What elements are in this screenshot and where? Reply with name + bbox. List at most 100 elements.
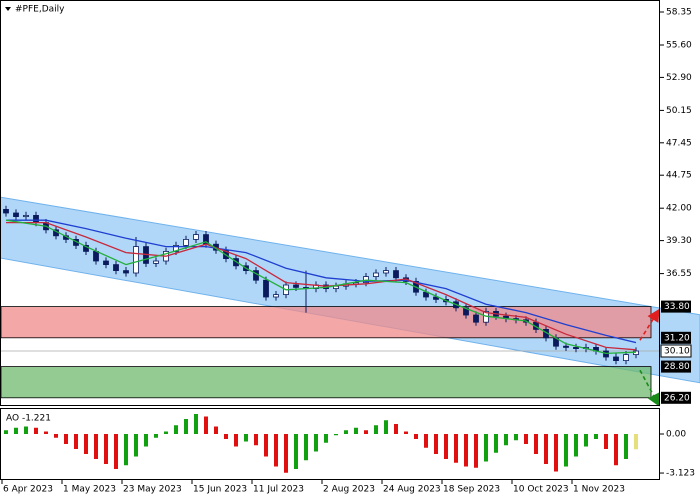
indicator-title: AO -1.221: [6, 414, 51, 424]
ao-bar: [304, 434, 308, 461]
ao-bar: [274, 434, 278, 467]
ao-bar: [194, 414, 198, 434]
zone: [1, 366, 652, 399]
ao-bar: [384, 420, 388, 434]
candle-body: [373, 272, 379, 277]
candle-body: [263, 279, 269, 298]
candle-body: [193, 234, 199, 240]
ao-bar: [444, 434, 448, 459]
ao-bar: [574, 434, 578, 457]
ao-bar: [634, 434, 638, 450]
candle-body: [113, 264, 119, 272]
level-label: 28.80: [664, 362, 690, 372]
ao-bar: [94, 434, 98, 459]
last-price-label: 30.10: [664, 347, 690, 357]
ao-y-tick-label: -3.123: [666, 469, 695, 479]
candle-body: [33, 214, 39, 223]
ao-bar: [494, 434, 498, 453]
ao-bar: [564, 434, 568, 467]
x-tick-label: 6 Apr 2023: [3, 485, 53, 495]
ao-bar: [104, 434, 108, 464]
candle-body: [293, 284, 299, 288]
ao-bar: [524, 434, 528, 444]
candle-body: [133, 246, 139, 274]
ao-bar: [74, 434, 78, 449]
ao-pane-border: [0, 408, 660, 480]
x-tick-label: 10 Oct 2023: [513, 485, 569, 495]
y-tick-label: 55.60: [666, 41, 692, 51]
ao-bar: [174, 425, 178, 434]
ao-bar: [324, 434, 328, 443]
x-tick-label: 24 Aug 2023: [383, 485, 441, 495]
y-tick-label: 39.30: [666, 236, 692, 246]
x-tick-label: 1 May 2023: [63, 485, 116, 495]
candle-body: [563, 345, 569, 348]
level-label: 33.80: [664, 302, 690, 312]
ao-bar: [454, 434, 458, 463]
ao-bar: [264, 434, 268, 457]
ao-bar: [284, 434, 288, 473]
level-label-box: [661, 331, 691, 344]
ao-bar: [314, 434, 318, 452]
ao-bar: [184, 419, 188, 434]
ao-bar: [84, 434, 88, 454]
y-tick-label: 58.35: [666, 8, 692, 18]
candle-body: [13, 212, 19, 217]
ao-bar: [514, 434, 518, 441]
level-label: 31.20: [664, 333, 690, 343]
ao-bar: [554, 434, 558, 472]
ao-bar: [144, 434, 148, 447]
x-tick-label: 11 Jul 2023: [253, 485, 304, 495]
candle-body: [273, 294, 279, 298]
y-tick-label: 47.45: [666, 138, 692, 148]
forecast-arrow: [639, 369, 660, 407]
candle-body: [183, 238, 189, 246]
ao-bar: [164, 431, 168, 434]
y-tick-label: 42.00: [666, 204, 692, 214]
ao-bar: [484, 434, 488, 462]
ao-bar: [424, 434, 428, 448]
level-label-box: [661, 391, 691, 404]
level-label-box: [661, 360, 691, 373]
candle-body: [383, 270, 389, 274]
ao-bar: [114, 434, 118, 469]
y-tick-label: 44.75: [666, 171, 692, 181]
candle-body: [3, 208, 9, 214]
chart-title: #PFE,Daily: [15, 5, 65, 15]
ao-bar: [234, 434, 238, 447]
ao-bar: [404, 431, 408, 434]
moving-average-line: [6, 221, 637, 351]
candle-body: [23, 214, 29, 217]
ao-bar: [124, 434, 128, 466]
ao-bar: [44, 431, 48, 434]
ao-bar: [54, 434, 58, 438]
y-tick-label: 50.15: [666, 106, 692, 116]
ao-bar: [344, 430, 348, 434]
ao-bar: [434, 434, 438, 454]
ao-bar: [214, 426, 218, 434]
ao-bar: [34, 427, 38, 434]
ao-bar: [464, 434, 468, 467]
x-tick-label: 2 Aug 2023: [323, 485, 375, 495]
ao-bar: [544, 434, 548, 464]
ao-bar: [614, 434, 618, 466]
ao-bar: [584, 434, 588, 447]
candle-body: [153, 260, 159, 264]
ao-bar: [604, 434, 608, 449]
moving-average-line: [5, 219, 637, 355]
menu-triangle: [5, 7, 11, 11]
x-tick-label: 1 Nov 2023: [573, 485, 625, 495]
y-tick-label: 52.90: [666, 73, 692, 83]
ao-bar: [534, 434, 538, 454]
moving-average-line: [6, 219, 637, 344]
candle-body: [433, 296, 439, 300]
ao-bar: [254, 434, 258, 446]
candle-body: [473, 314, 479, 323]
ao-bar: [134, 434, 138, 457]
candle-body: [93, 250, 99, 262]
x-tick-label: 23 May 2023: [123, 485, 182, 495]
ao-bar: [64, 434, 68, 444]
ao-bar: [204, 416, 208, 434]
forecast-arrow: [639, 308, 660, 341]
